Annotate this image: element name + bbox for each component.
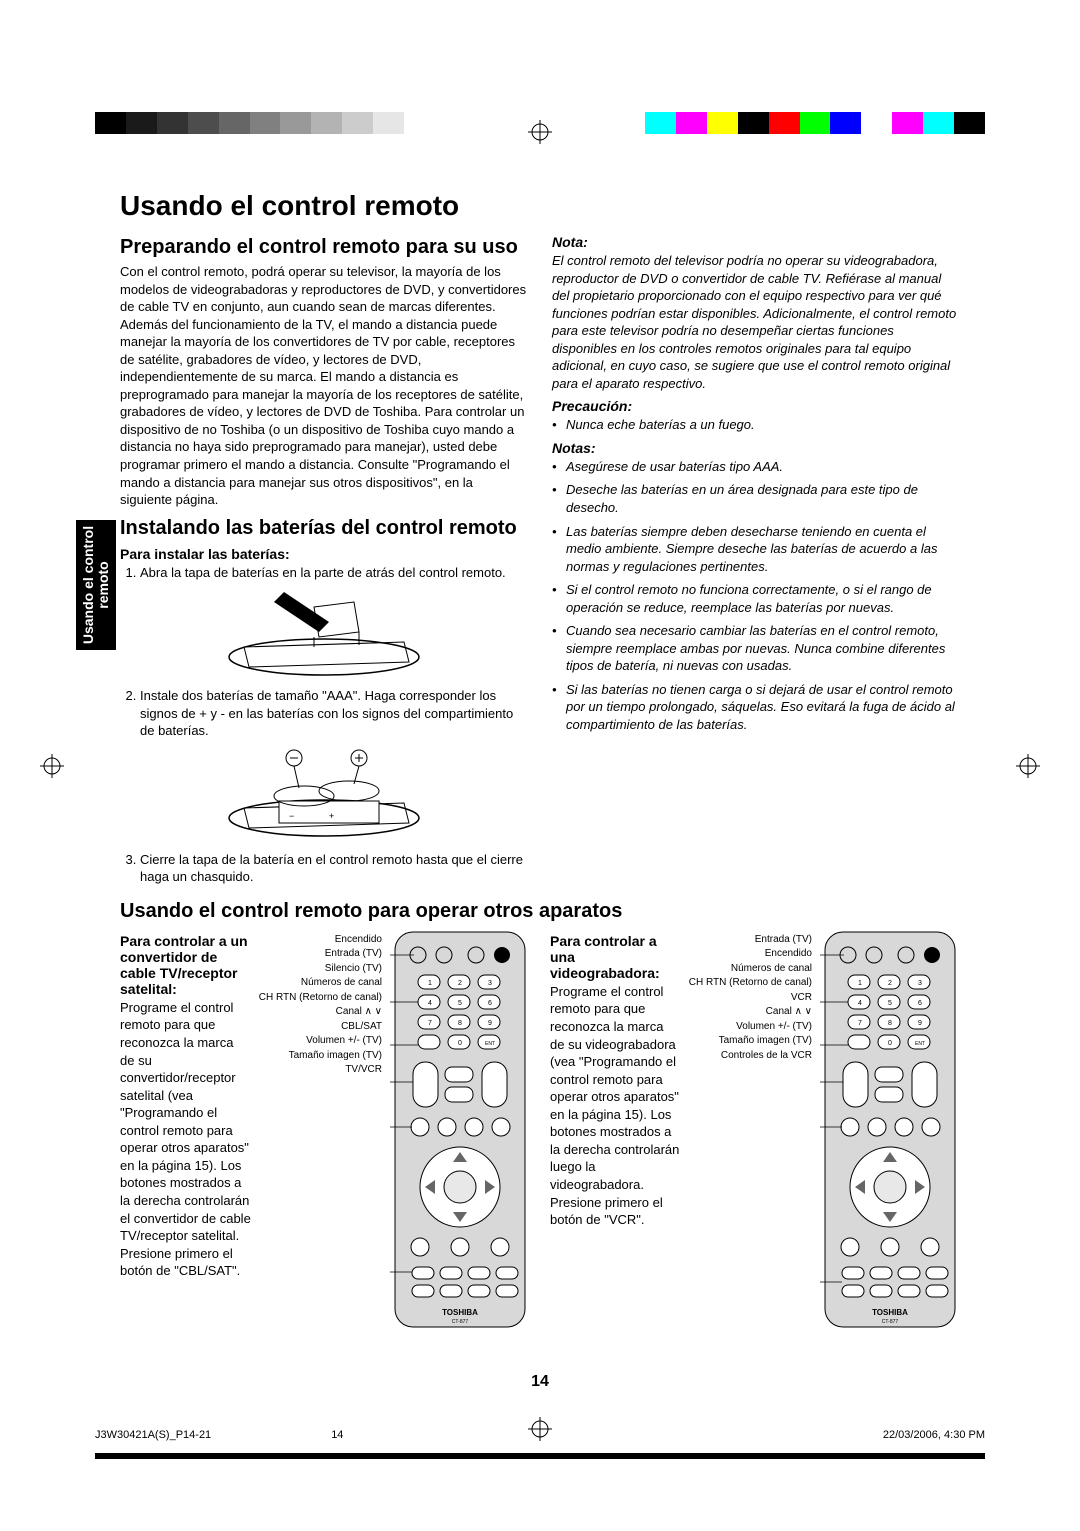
notes-list: Asegúrese de usar baterías tipo AAA. Dese… [552,458,960,734]
subheading: Para controlar a un convertidor de cable… [120,933,251,997]
list-item: Cuando sea necesario cambiar las batería… [552,622,960,675]
print-bottom-bar [95,1453,985,1459]
svg-text:0: 0 [888,1040,892,1047]
remote-label: Números de canal [259,976,382,991]
svg-text:+: + [329,811,334,821]
remote-label: Canal ∧ ∨ [259,1005,382,1020]
section-tab-label: Usando el controlremoto [81,526,112,644]
step-item: Instale dos baterías de tamaño "AAA". Ha… [140,687,528,740]
remote-label: Canal ∧ ∨ [689,1005,812,1020]
print-footer: J3W30421A(S)_P14-21 14 22/03/2006, 4:30 … [95,1429,985,1441]
remote-label: Encendido [689,947,812,962]
remote-control-figure: 1 2 3 4 5 6 7 8 9 0 ENT [820,927,960,1337]
footer-pagenum: 14 [331,1429,343,1441]
svg-text:3: 3 [918,980,922,987]
grayscale-bar [95,112,435,134]
svg-text:2: 2 [888,980,892,987]
note-body: El control remoto del televisor podría n… [552,252,960,392]
list-item: Deseche las baterías en un área designad… [552,481,960,516]
caution-list: Nunca eche baterías a un fuego. [552,416,960,434]
body-text: Con el control remoto, podrá operar su t… [120,263,528,509]
step-item: Abra la tapa de baterías en la parte de … [140,564,528,582]
remote-label: Volumen +/- (TV) [689,1020,812,1035]
remote-label: Controles de la VCR [689,1049,812,1064]
list-item: Las baterías siempre deben desecharse te… [552,523,960,576]
svg-text:ENT: ENT [915,1041,925,1047]
remote-label: Entrada (TV) [689,933,812,948]
list-item: Si el control remoto no funciona correct… [552,581,960,616]
remote-label: Números de canal [689,962,812,977]
svg-text:6: 6 [918,1000,922,1007]
remote-label: Tamaño imagen (TV) [689,1034,812,1049]
step-item: Cierre la tapa de la batería en el contr… [140,851,528,886]
svg-text:8: 8 [458,1020,462,1027]
section-tab: Usando el controlremoto [76,520,116,650]
svg-text:4: 4 [858,1000,862,1007]
svg-text:TOSHIBA: TOSHIBA [872,1308,908,1317]
body-text: Programe el control remoto para que reco… [550,983,681,1229]
svg-text:9: 9 [488,1020,492,1027]
battery-cover-figure [214,587,434,677]
svg-text:0: 0 [458,1040,462,1047]
svg-text:9: 9 [918,1020,922,1027]
notes-heading: Notas: [552,440,960,456]
svg-text:8: 8 [888,1020,892,1027]
list-item: Nunca eche baterías a un fuego. [552,416,960,434]
svg-text:CT-877: CT-877 [452,1319,469,1325]
list-item: Asegúrese de usar baterías tipo AAA. [552,458,960,476]
section-heading: Instalando las baterías del control remo… [120,517,528,540]
registration-mark-icon [1016,754,1040,778]
svg-text:−: − [289,811,294,821]
svg-text:6: 6 [488,1000,492,1007]
svg-text:2: 2 [458,980,462,987]
color-bar [645,112,985,134]
svg-text:ENT: ENT [485,1041,495,1047]
remote-label: VCR [689,991,812,1006]
remote-label: CH RTN (Retorno de canal) [259,991,382,1006]
list-item: Si las baterías no tienen carga o si dej… [552,681,960,734]
svg-text:TOSHIBA: TOSHIBA [442,1308,478,1317]
remote-label: CH RTN (Retorno de canal) [689,976,812,991]
section-heading: Preparando el control remoto para su uso [120,236,528,259]
remote-label: Entrada (TV) [259,947,382,962]
svg-text:5: 5 [888,1000,892,1007]
caution-heading: Precaución: [552,398,960,414]
svg-text:1: 1 [858,980,862,987]
footer-date: 22/03/2006, 4:30 PM [883,1429,985,1441]
remote-label-list: Entrada (TV)EncendidoNúmeros de canalCH … [689,927,812,1337]
remote-control-figure: 1 2 3 4 5 6 7 8 9 0 ENT [390,927,530,1337]
footer-filename: J3W30421A(S)_P14-21 [95,1429,211,1441]
svg-text:3: 3 [488,980,492,987]
remote-label: TV/VCR [259,1063,382,1078]
page-number: 14 [531,1373,549,1391]
remote-label-list: EncendidoEntrada (TV)Silencio (TV)Número… [259,927,382,1337]
svg-text:7: 7 [428,1020,432,1027]
registration-mark-icon [40,754,64,778]
svg-text:4: 4 [428,1000,432,1007]
section-heading: Usando el control remoto para operar otr… [120,900,960,923]
remote-label: Volumen +/- (TV) [259,1034,382,1049]
remote-label: Silencio (TV) [259,962,382,977]
registration-mark-icon [528,120,552,144]
page-title: Usando el control remoto [120,190,960,222]
remote-label: Encendido [259,933,382,948]
remote-label: CBL/SAT [259,1020,382,1035]
svg-text:CT-877: CT-877 [882,1319,899,1325]
subheading: Para controlar a una videograbadora: [550,933,681,981]
svg-text:7: 7 [858,1020,862,1027]
note-heading: Nota: [552,234,960,250]
svg-text:1: 1 [428,980,432,987]
body-text: Programe el control remoto para que reco… [120,999,251,1280]
page-content: Usando el controlremoto Usando el contro… [120,190,960,1391]
subheading: Para instalar las baterías: [120,546,528,562]
remote-label: Tamaño imagen (TV) [259,1049,382,1064]
svg-text:5: 5 [458,1000,462,1007]
battery-install-figure: +− [214,746,434,841]
